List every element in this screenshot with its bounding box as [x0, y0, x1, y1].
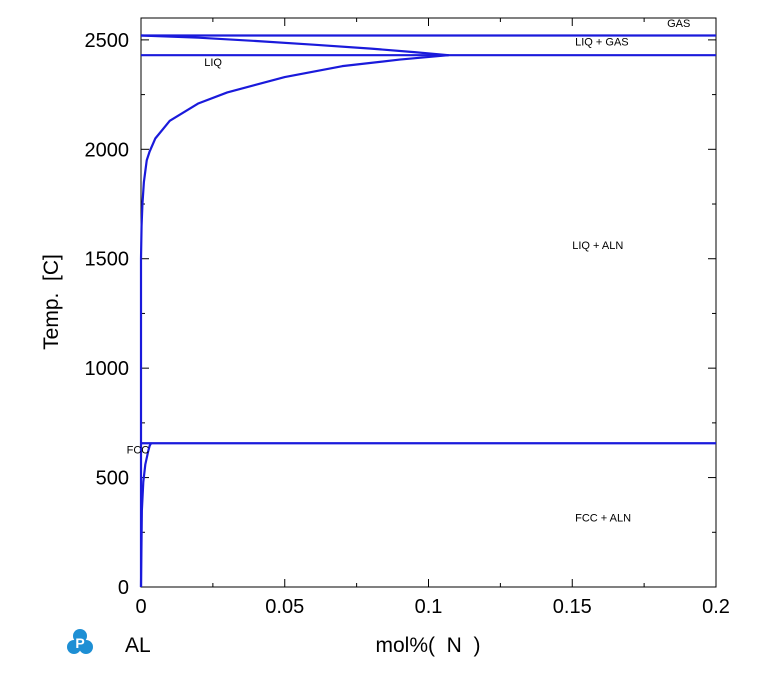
- region-label: LIQ: [204, 57, 222, 69]
- y-tick-label: 0: [118, 577, 129, 599]
- y-tick-label: 500: [96, 468, 129, 490]
- region-label: FCC: [127, 445, 150, 457]
- y-axis-title: Temp. [C]: [40, 254, 63, 350]
- y-tick-label: 1000: [85, 358, 130, 380]
- plot-frame: [140, 17, 717, 588]
- x-tick-label: 0.2: [702, 596, 730, 618]
- y-tick-label: 2000: [85, 139, 130, 161]
- x-tick-label: 0: [135, 596, 146, 618]
- x-axis-title: mol%( N ): [376, 634, 481, 657]
- p-logo-icon: P: [67, 629, 93, 654]
- phase-boundary-line: [139, 54, 449, 259]
- phase-boundary-line: [139, 442, 153, 588]
- y-tick-label: 2500: [85, 30, 130, 52]
- region-label: LIQ + ALN: [572, 240, 623, 252]
- x-tick-label: 0.1: [415, 596, 443, 618]
- region-label: FCC + ALN: [575, 512, 631, 524]
- y-tick-label: 1500: [85, 249, 130, 271]
- x-tick-label: 0.05: [265, 596, 304, 618]
- svg-text:P: P: [75, 635, 84, 651]
- x-tick-label: 0.15: [553, 596, 592, 618]
- region-label: LIQ + GAS: [575, 36, 629, 48]
- phase-boundary-line: [140, 34, 449, 57]
- region-label: GAS: [667, 18, 690, 30]
- system-label: AL: [125, 634, 151, 657]
